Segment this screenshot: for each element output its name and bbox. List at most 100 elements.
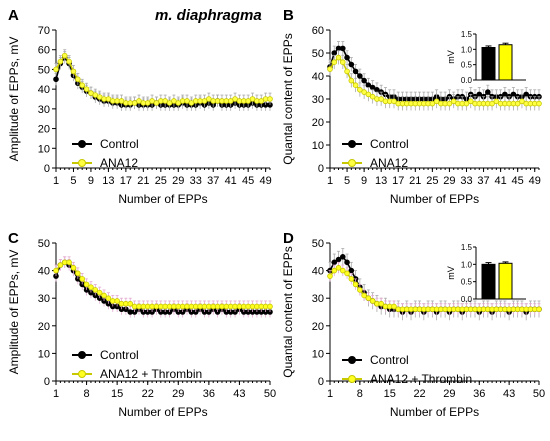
y-tick-label: 0 [318,376,324,388]
x-tick-label: 25 [426,175,438,187]
x-tick-label: 33 [190,175,202,187]
data-point [348,267,355,274]
x-tick-label: 5 [70,175,76,187]
y-tick-label: 0 [44,376,50,388]
y-tick-label: 50 [38,238,50,250]
inset-y-axis-title: mV [446,266,456,280]
data-point [378,96,384,102]
legend-marker [348,140,356,148]
y-tick-label: 30 [312,293,324,305]
data-point [327,273,333,279]
legend-label: ANA12 [100,156,138,170]
inset-y-tick-label: 1.0 [461,260,473,269]
x-axis-title: Number of EPPs [118,192,207,206]
inset-y-tick-label: 0.5 [461,61,473,70]
inset-y-tick-label: 0.0 [461,76,473,85]
data-point [331,59,338,65]
inset-y-tick-label: 1.5 [461,30,473,39]
data-point [536,306,542,313]
data-point [66,58,72,65]
y-tick-label: 10 [312,140,324,152]
y-tick-label: 0 [44,163,50,175]
data-point [70,265,77,271]
data-point [446,100,453,107]
series-line [55,56,270,106]
inset-bar [481,46,496,81]
data-point [361,89,367,95]
data-point [357,73,363,79]
x-tick-label: 13 [102,175,114,187]
y-axis-title: Quantal content of EPPs [281,33,295,164]
y-tick-label: 60 [38,45,50,57]
y-tick-label: 20 [38,124,50,136]
data-point [66,259,72,266]
data-point [79,82,86,88]
data-point [344,270,350,277]
data-point [493,98,500,105]
x-tick-label: 36 [203,388,215,400]
figure-title: m. diaphragma [155,7,262,24]
data-point [335,54,342,61]
data-point [339,59,346,65]
y-tick-label: 40 [38,84,50,96]
x-tick-label: 1 [53,388,59,400]
data-point [369,93,376,100]
panel-letter: C [8,230,19,247]
y-tick-label: 20 [312,117,324,129]
legend-marker [78,140,86,148]
x-tick-label: 21 [137,175,149,187]
y-tick-label: 70 [38,25,50,37]
legend-label: Control [370,353,409,367]
data-point [344,259,350,266]
x-tick-label: 13 [375,175,387,187]
data-point [61,52,68,59]
legend-marker [348,356,356,364]
data-point [536,100,542,107]
y-tick-label: 40 [312,266,324,278]
data-point [514,100,521,107]
data-point [105,295,112,302]
y-axis-title: Amplitude of EPPs, mV [7,37,21,162]
data-point [75,76,81,83]
x-tick-label: 15 [384,388,396,400]
data-point [391,303,397,310]
y-tick-label: 20 [312,321,324,333]
data-point [331,50,338,56]
y-tick-label: 60 [312,25,324,37]
x-tick-label: 29 [172,388,184,400]
data-point [335,265,342,271]
inset-bar [481,263,496,300]
x-tick-label: 45 [242,175,254,187]
data-point [339,267,346,274]
inset-y-tick-label: 1.0 [461,45,473,54]
x-tick-label: 37 [477,175,489,187]
data-point [348,77,355,84]
data-point [83,281,90,288]
x-tick-label: 33 [460,175,472,187]
legend-marker [348,375,356,383]
x-axis-title: Number of EPPs [390,192,479,206]
x-axis-title: Number of EPPs [390,405,479,419]
data-point [391,98,397,105]
data-point [57,262,64,268]
data-point [267,303,273,310]
inset-bar [498,44,513,81]
y-tick-label: 10 [312,348,324,360]
x-tick-label: 43 [233,388,245,400]
data-point [53,76,59,83]
x-tick-label: 9 [88,175,94,187]
data-point [485,89,491,95]
data-point [53,66,59,73]
data-point [267,96,273,102]
panel-letter: A [8,7,19,24]
series-ana12 [327,50,542,111]
data-point [352,82,359,88]
data-point [331,267,338,274]
x-tick-label: 17 [120,175,132,187]
data-point [365,295,372,302]
series-ana12 [53,49,273,109]
data-point [75,270,81,277]
y-tick-label: 20 [38,321,50,333]
legend-label: ANA12 + Thrombin [100,367,202,381]
x-tick-label: 50 [264,388,276,400]
